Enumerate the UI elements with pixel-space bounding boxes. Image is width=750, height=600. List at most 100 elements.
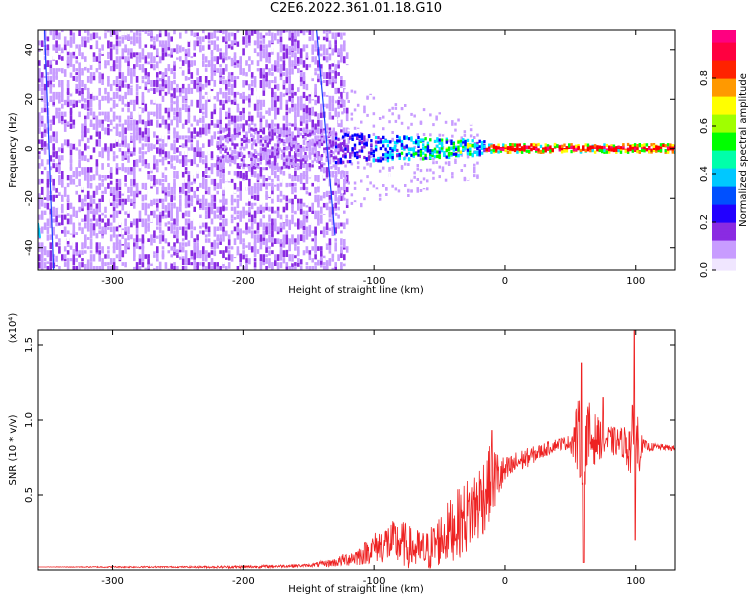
- colorbar-step: [712, 246, 736, 250]
- colorbar-step: [712, 36, 736, 40]
- colorbar-step: [712, 33, 736, 37]
- snr-chart: -300 -200 -100 0 100 0.5 1.0 1.5 Height of stra…: [8, 313, 676, 595]
- snr-x-tick-label: -300: [101, 576, 124, 587]
- colorbar-tick-label: 0.0: [699, 262, 710, 278]
- colorbar-step: [712, 147, 736, 151]
- colorbar-step: [712, 201, 736, 205]
- colorbar-step: [712, 156, 736, 160]
- colorbar-step: [712, 213, 736, 217]
- colorbar-step: [712, 123, 736, 127]
- colorbar-step: [712, 195, 736, 199]
- colorbar-step: [712, 174, 736, 178]
- colorbar-step: [712, 243, 736, 247]
- colorbar-tick-label: 0.8: [699, 70, 710, 86]
- snr-y-tick-label: 1.0: [24, 412, 35, 428]
- colorbar-step: [712, 69, 736, 73]
- snr-frame: [37, 329, 676, 571]
- colorbar-step: [712, 162, 736, 166]
- colorbar-step: [712, 219, 736, 223]
- colorbar-step: [712, 225, 736, 229]
- colorbar-step: [712, 54, 736, 58]
- colorbar-step: [712, 198, 736, 202]
- colorbar-step: [712, 222, 736, 226]
- snr-x-tick-label: 100: [626, 576, 645, 587]
- colorbar-step: [712, 252, 736, 256]
- colorbar-step: [712, 102, 736, 106]
- snr-x-tick-label: -200: [232, 576, 255, 587]
- colorbar-step: [712, 99, 736, 103]
- spectrogram-x-tick-label: 0: [502, 276, 508, 287]
- colorbar-step: [712, 183, 736, 187]
- colorbar-tick-label: 0.4: [699, 166, 710, 182]
- spectrogram-y-tick-label: 40: [24, 43, 35, 56]
- snr-x-axis-label: Height of straight line (km): [288, 584, 424, 595]
- colorbar-step: [712, 105, 736, 109]
- colorbar-step: [712, 90, 736, 94]
- spectrogram-y-axis-label: Frequency (Hz): [8, 112, 19, 188]
- spectrogram-x-tick-label: 100: [626, 276, 645, 287]
- colorbar-step: [712, 66, 736, 70]
- colorbar-tick-label: 0.6: [699, 118, 710, 134]
- colorbar-step: [712, 255, 736, 259]
- colorbar-step: [712, 186, 736, 190]
- spectrogram-frame: [37, 29, 676, 271]
- colorbar-step: [712, 207, 736, 211]
- colorbar-step: [712, 165, 736, 169]
- colorbar-step: [712, 129, 736, 133]
- colorbar-step: [712, 216, 736, 220]
- colorbar-step: [712, 75, 736, 79]
- snr-y-multiplier: (x10⁴): [8, 313, 19, 344]
- spectrogram-streak: [43, 30, 55, 270]
- colorbar-step: [712, 141, 736, 145]
- colorbar-step: [712, 42, 736, 46]
- colorbar-step: [712, 81, 736, 85]
- colorbar-step: [712, 63, 736, 67]
- colorbar-step: [712, 117, 736, 121]
- spectrogram-y-tick-label: 0: [24, 146, 35, 152]
- colorbar-step: [712, 48, 736, 52]
- colorbar-step: [712, 111, 736, 115]
- colorbar-step: [712, 240, 736, 244]
- colorbar-step: [712, 189, 736, 193]
- colorbar-step: [712, 60, 736, 64]
- spectrogram-plot-area: [38, 30, 675, 270]
- colorbar-step: [712, 108, 736, 112]
- colorbar-step: [712, 78, 736, 82]
- colorbar-step: [712, 72, 736, 76]
- colorbar-label: Normalized spectral amplitude: [738, 73, 749, 227]
- colorbar-step: [712, 237, 736, 241]
- colorbar-step: [712, 120, 736, 124]
- colorbar-step: [712, 84, 736, 88]
- colorbar-step: [712, 138, 736, 142]
- spectrogram-y-tick-label: -40: [24, 240, 35, 256]
- colorbar-step: [712, 228, 736, 232]
- spectrogram-cells: [38, 30, 675, 270]
- colorbar-step: [712, 258, 736, 262]
- colorbar: 0.0 0.2 0.4 0.6 0.8: [699, 30, 736, 278]
- colorbar-step: [712, 192, 736, 196]
- colorbar-step: [712, 114, 736, 118]
- colorbar-step: [712, 93, 736, 97]
- colorbar-step: [712, 150, 736, 154]
- colorbar-step: [712, 234, 736, 238]
- colorbar-step: [712, 171, 736, 175]
- colorbar-step: [712, 267, 736, 271]
- colorbar-step: [712, 30, 736, 34]
- colorbar-step: [712, 159, 736, 163]
- snr-axes: -300 -200 -100 0 100 0.5 1.0 1.5: [24, 329, 676, 587]
- colorbar-step: [712, 87, 736, 91]
- spectrogram-x-tick-label: -300: [101, 276, 124, 287]
- colorbar-step: [712, 57, 736, 61]
- snr-x-tick-label: -100: [363, 576, 386, 587]
- spectrogram-y-tick-label: 20: [24, 93, 35, 106]
- colorbar-tick-label: 0.2: [699, 214, 710, 230]
- colorbar-step: [712, 231, 736, 235]
- spectrogram-streak: [316, 30, 336, 236]
- colorbar-step: [712, 39, 736, 43]
- spectrogram-x-axis-label: Height of straight line (km): [288, 285, 424, 296]
- colorbar-step: [712, 204, 736, 208]
- snr-y-tick-label: 0.5: [24, 487, 35, 503]
- colorbar-step: [712, 249, 736, 253]
